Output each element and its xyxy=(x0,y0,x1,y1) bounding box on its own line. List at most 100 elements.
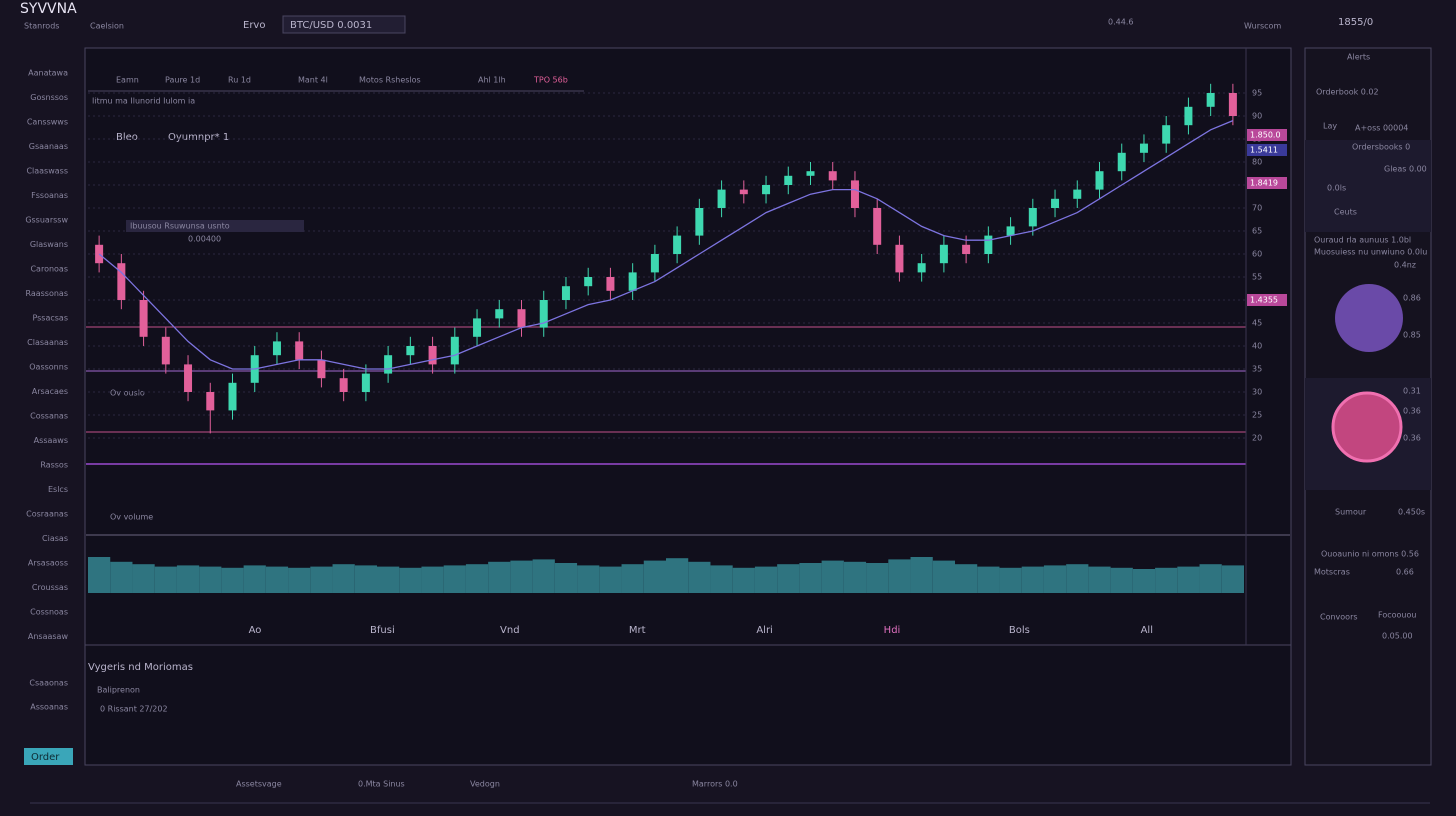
volume-bar xyxy=(310,566,333,593)
candle-body xyxy=(561,286,570,300)
footer-item[interactable]: 0.Mta Sinus xyxy=(358,780,405,789)
price-tag-label: 1.5411 xyxy=(1250,146,1278,155)
sidebar-item[interactable]: Cossanas xyxy=(30,412,68,421)
pair-input[interactable] xyxy=(282,15,406,34)
toolbar-item[interactable]: Eamn xyxy=(116,76,139,85)
volume-bar xyxy=(799,563,822,593)
price-tag-label: 1.8419 xyxy=(1250,179,1278,188)
account[interactable]: Wurscom xyxy=(1244,22,1281,31)
volume-bar xyxy=(1155,567,1178,593)
volume-bar xyxy=(866,563,889,593)
tab[interactable]: Stanrods xyxy=(24,22,59,31)
volume-bar xyxy=(199,566,222,593)
volume-bar xyxy=(577,565,600,593)
toolbar-item[interactable]: TPO 56b xyxy=(533,76,568,85)
sidebar-item[interactable]: Ciasas xyxy=(42,534,68,543)
order-button[interactable] xyxy=(24,748,73,765)
volume-bar xyxy=(221,567,244,593)
sidebar-item[interactable]: Raassonas xyxy=(25,289,68,298)
study-label: Ibuusou Rsuwunsa usnto xyxy=(130,222,230,231)
right-title: Alerts xyxy=(1347,53,1370,62)
sidebar-item[interactable]: Claaswass xyxy=(26,167,68,176)
gauge-value: 0.36 xyxy=(1403,407,1421,416)
sidebar-item[interactable]: Arsacaes xyxy=(32,387,68,396)
sidebar-item[interactable]: Csaaonas xyxy=(29,679,68,688)
volume-bar xyxy=(377,566,400,593)
gauge-value: 0.85 xyxy=(1403,331,1421,340)
sidebar-item[interactable]: Glaswans xyxy=(30,240,68,249)
volume-bar xyxy=(510,560,533,593)
price-tag-label: 1.4355 xyxy=(1250,296,1278,305)
sidebar-item[interactable]: Fssoanas xyxy=(31,191,68,200)
volume-bar xyxy=(421,566,444,593)
footer-item[interactable]: Vedogn xyxy=(470,780,500,789)
sidebar-item[interactable]: Cosraanas xyxy=(26,510,68,519)
sidebar-item[interactable]: Ansaasaw xyxy=(28,632,69,641)
sidebar-item[interactable]: Eslcs xyxy=(48,485,68,494)
candle-body xyxy=(517,309,526,328)
volume-bar xyxy=(1021,566,1044,593)
toolbar-item[interactable]: Paure 1d xyxy=(165,76,200,85)
toolbar-item[interactable]: Ahl 1lh xyxy=(478,76,506,85)
sidebar-item[interactable]: Gssuarssw xyxy=(25,216,68,225)
sidebar-item[interactable]: Assaaws xyxy=(34,436,68,445)
candle-body xyxy=(739,189,748,195)
volume-bar xyxy=(732,567,755,593)
price-tag-label: 1.850.0 xyxy=(1250,131,1281,140)
volume-bar xyxy=(666,558,689,593)
sidebar-item[interactable]: Arsasaoss xyxy=(28,559,68,568)
panel-row: Ceuts xyxy=(1334,208,1357,217)
sidebar-item[interactable]: Assoanas xyxy=(30,703,68,712)
panel-row: A+oss 00004 xyxy=(1355,124,1408,133)
sidebar-item[interactable]: Aanatawa xyxy=(28,69,68,78)
toolbar-item[interactable]: Motos Rsheslos xyxy=(359,76,421,85)
candle-body xyxy=(473,318,482,337)
sidebar-item[interactable]: Oassonns xyxy=(29,363,68,372)
candle-body xyxy=(828,171,837,181)
sidebar-item[interactable]: Cossnoas xyxy=(30,608,68,617)
panel-row: Gleas 0.00 xyxy=(1384,165,1427,174)
toolbar-item[interactable]: Ru 1d xyxy=(228,76,251,85)
gauge-value: 0.36 xyxy=(1403,434,1421,443)
candle-body xyxy=(1162,125,1171,144)
volume-bar xyxy=(777,564,800,593)
candle-body xyxy=(317,359,326,379)
button-label[interactable]: Order xyxy=(31,752,60,763)
candle-body xyxy=(139,300,148,337)
sidebar-item[interactable]: Gosnssos xyxy=(30,93,68,102)
y-tick-label: 40 xyxy=(1252,342,1262,351)
pair-value[interactable]: BTC/USD 0.0031 xyxy=(290,20,372,31)
toolbar-item[interactable]: Mant 4l xyxy=(298,76,328,85)
study-value: 0.00400 xyxy=(188,235,221,244)
candle-body xyxy=(1028,208,1037,227)
candle-body xyxy=(1006,226,1015,236)
volume-bar xyxy=(488,561,511,593)
volume-bar xyxy=(332,564,355,593)
sidebar-item[interactable]: Pssacsas xyxy=(32,314,68,323)
panel-title: Vygeris nd Moriomas xyxy=(88,662,193,673)
sidebar-item[interactable]: Caronoas xyxy=(30,265,68,274)
sidebar-item[interactable]: Gsaanaas xyxy=(29,142,68,151)
gauge-circle xyxy=(1335,284,1403,352)
volume-bar xyxy=(599,566,622,593)
sidebar-item[interactable]: Rassos xyxy=(40,461,68,470)
volume-bar xyxy=(88,557,111,593)
candle-body xyxy=(762,185,771,195)
sidebar-item[interactable]: Cansswws xyxy=(27,118,68,127)
bottom-panel xyxy=(84,644,1292,766)
volume-bar xyxy=(288,567,311,593)
sidebar-item[interactable]: Clasaanas xyxy=(27,338,68,347)
volume-bar xyxy=(754,566,778,593)
candle-body xyxy=(272,341,281,356)
volume-bar xyxy=(710,565,733,593)
footer-item[interactable]: Marrors 0.0 xyxy=(692,780,738,789)
footer-item[interactable]: Assetsvage xyxy=(236,780,282,789)
balance[interactable]: 1855/0 xyxy=(1338,17,1373,28)
sidebar-item[interactable]: Croussas xyxy=(32,583,68,592)
user[interactable]: 0.44.6 xyxy=(1108,18,1133,27)
volume-bar xyxy=(176,565,200,593)
tab[interactable]: Caelsion xyxy=(90,22,124,31)
x-tick-label: Hdi xyxy=(884,625,901,636)
volume-bar xyxy=(1199,564,1222,593)
